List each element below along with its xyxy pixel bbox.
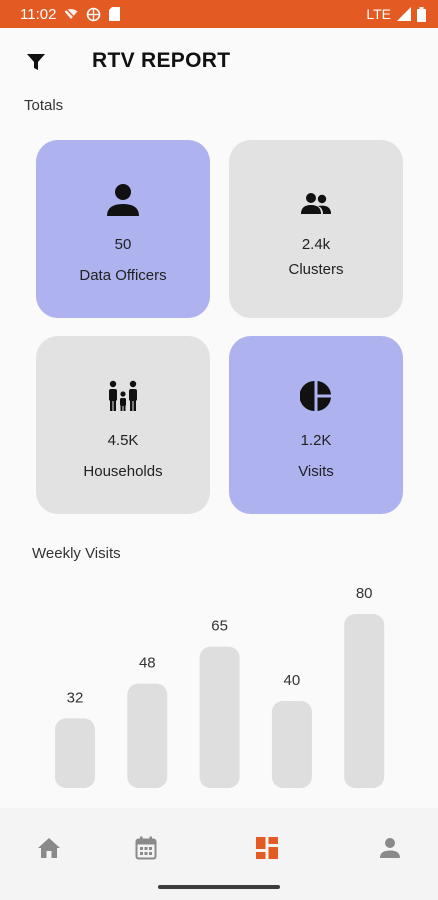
bar-1[interactable] (127, 683, 168, 788)
bars-group: 32 48 65 40 80 (55, 585, 385, 788)
bar-4[interactable] (344, 614, 385, 788)
card-label: Data Officers (79, 267, 167, 284)
home-indicator[interactable] (158, 885, 280, 889)
card-value: 50 (114, 236, 132, 253)
card-households[interactable]: 4.5K Households (36, 336, 210, 514)
person-icon (36, 180, 210, 220)
card-label: Visits (298, 463, 334, 480)
battery-icon (417, 6, 426, 22)
card-label: Clusters (288, 261, 344, 278)
wifi-off-icon (64, 8, 78, 20)
bar-0[interactable] (55, 718, 95, 788)
nav-calendar[interactable] (128, 830, 164, 866)
weekly-visits-chart: 32 48 65 40 80 (55, 585, 385, 788)
vpn-icon (86, 7, 101, 22)
filter-button[interactable] (22, 48, 50, 76)
status-time: 11:02 (20, 5, 57, 23)
totals-label: Totals (24, 97, 64, 114)
weekly-visits-label: Weekly Visits (32, 545, 121, 562)
card-label: Households (83, 463, 163, 480)
nav-profile[interactable] (372, 830, 408, 866)
home-icon (38, 838, 60, 858)
card-data-officers[interactable]: 50 Data Officers (36, 140, 210, 318)
calendar-icon (135, 836, 157, 860)
bottom-navigation (0, 808, 438, 900)
card-visits[interactable]: 1.2K Visits (229, 336, 403, 514)
bar-2[interactable] (199, 646, 240, 788)
dashboard-icon (256, 837, 278, 859)
bar-value-label-4: 80 (356, 585, 373, 602)
bar-value-label-3: 40 (284, 672, 301, 689)
card-value: 2.4k (301, 236, 331, 253)
group-icon (229, 184, 403, 224)
pie-chart-icon (229, 376, 403, 416)
filter-icon (27, 54, 45, 70)
card-value: 1.2K (300, 432, 332, 449)
bar-value-label-1: 48 (139, 655, 156, 672)
card-value: 4.5K (107, 432, 139, 449)
bar-value-label-0: 32 (67, 689, 84, 706)
network-type: LTE (366, 6, 391, 22)
nav-dashboard[interactable] (249, 830, 285, 866)
status-bar: 11:02 LTE (0, 0, 438, 28)
nav-home[interactable] (31, 830, 67, 866)
bar-value-label-2: 65 (211, 618, 228, 635)
bar-3[interactable] (271, 701, 312, 788)
profile-icon (380, 838, 400, 858)
sd-card-icon (109, 7, 121, 21)
page-title: RTV REPORT (92, 49, 231, 72)
card-clusters[interactable]: 2.4k Clusters (229, 140, 403, 318)
app-bar: RTV REPORT (0, 40, 438, 84)
family-icon (36, 376, 210, 416)
signal-icon (397, 7, 411, 21)
